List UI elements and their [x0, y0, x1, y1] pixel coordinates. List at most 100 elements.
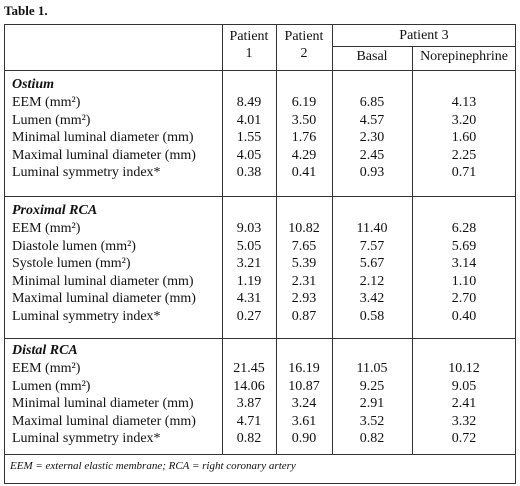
cell-value: 2.45: [359, 147, 385, 163]
rule: [276, 24, 277, 454]
row-label: EEM (mm²): [12, 361, 81, 376]
cell-value: 0.38: [236, 165, 262, 180]
column-header: Patient 2: [284, 29, 324, 61]
rule: [332, 46, 516, 47]
section-heading: Distal RCA: [12, 343, 78, 358]
rule: [4, 338, 516, 339]
cell-value: 5.67: [359, 256, 385, 271]
cell-value: 8.49: [236, 95, 262, 110]
row-label: EEM (mm²): [12, 221, 81, 236]
cell-value: 6.85: [359, 95, 385, 110]
cell-value: 11.40: [356, 221, 388, 236]
cell-value: 2.91: [359, 396, 385, 411]
cell-value: 4.31: [236, 291, 262, 306]
rule: [222, 24, 223, 454]
cell-value: 1.55: [236, 130, 262, 145]
column-header: Patient 3: [399, 28, 449, 43]
cell-value: 2.25: [451, 147, 477, 163]
cell-value: 2.93: [291, 291, 317, 306]
cell-value: 1.60: [451, 130, 477, 145]
cell-value: 3.42: [359, 291, 385, 306]
cell-value: 1.10: [451, 273, 477, 289]
cell-value: 0.58: [359, 308, 385, 324]
cell-value: 9.05: [451, 378, 477, 394]
cell-value: 2.30: [359, 130, 385, 145]
cell-value: 4.01: [236, 112, 262, 128]
cell-value: 4.05: [236, 147, 262, 163]
cell-value: 3.20: [451, 112, 477, 128]
row-label: Minimal luminal diameter (mm): [12, 396, 194, 411]
cell-value: 3.32: [451, 413, 477, 429]
cell-value: 0.82: [236, 431, 262, 446]
rule: [4, 70, 516, 71]
cell-value: 1.76: [291, 130, 317, 145]
cell-value: 5.05: [236, 238, 262, 254]
cell-value: 10.82: [288, 221, 320, 236]
column-header: Patient 1: [229, 29, 269, 61]
cell-value: 0.90: [291, 431, 317, 446]
subcolumn-header: Norepinephrine: [420, 49, 508, 64]
cell-value: 0.72: [451, 431, 477, 446]
cell-value: 3.21: [236, 256, 262, 271]
cell-value: 11.05: [356, 361, 388, 376]
cell-value: 7.65: [291, 238, 317, 254]
cell-value: 0.93: [359, 165, 385, 180]
row-label: Luminal symmetry index*: [12, 165, 161, 180]
cell-value: 0.40: [451, 308, 477, 324]
cell-value: 5.39: [291, 256, 317, 271]
cell-value: 10.12: [448, 361, 480, 376]
rule: [4, 196, 516, 197]
cell-value: 4.57: [359, 112, 385, 128]
rule: [332, 24, 333, 454]
cell-value: 5.69: [451, 238, 477, 254]
cell-value: 9.03: [236, 221, 262, 236]
row-label: EEM (mm²): [12, 95, 81, 110]
cell-value: 10.87: [288, 378, 320, 394]
row-label: Luminal symmetry index*: [12, 308, 161, 324]
cell-value: 2.31: [291, 273, 317, 289]
cell-value: 2.70: [451, 291, 477, 306]
cell-value: 3.50: [291, 112, 317, 128]
row-label: Minimal luminal diameter (mm): [12, 130, 194, 145]
cell-value: 14.06: [233, 378, 265, 394]
cell-value: 0.41: [291, 165, 317, 180]
cell-value: 2.41: [451, 396, 477, 411]
cell-value: 3.24: [291, 396, 317, 411]
cell-value: 2.12: [359, 273, 385, 289]
cell-value: 6.28: [451, 221, 477, 236]
cell-value: 4.29: [291, 147, 317, 163]
cell-value: 3.52: [359, 413, 385, 429]
row-label: Lumen (mm²): [12, 378, 91, 394]
row-label: Diastole lumen (mm²): [12, 238, 136, 254]
row-label: Maximal luminal diameter (mm): [12, 413, 196, 429]
row-label: Systole lumen (mm²): [12, 256, 131, 271]
cell-value: 1.19: [236, 273, 262, 289]
cell-value: 7.57: [359, 238, 385, 254]
cell-value: 3.87: [236, 396, 262, 411]
cell-value: 4.71: [236, 413, 262, 429]
cell-value: 6.19: [291, 95, 317, 110]
row-label: Maximal luminal diameter (mm): [12, 291, 196, 306]
table-title: Table 1.: [4, 3, 48, 18]
row-label: Lumen (mm²): [12, 112, 91, 128]
cell-value: 0.71: [451, 165, 477, 180]
row-label: Luminal symmetry index*: [12, 431, 161, 446]
rule: [412, 46, 413, 454]
table-frame: [4, 24, 516, 484]
cell-value: 0.87: [291, 308, 317, 324]
rule: [4, 454, 516, 455]
section-heading: Proximal RCA: [12, 203, 98, 218]
cell-value: 3.14: [451, 256, 477, 271]
cell-value: 4.13: [451, 95, 477, 110]
cell-value: 9.25: [359, 378, 385, 394]
section-heading: Ostium: [12, 77, 55, 92]
cell-value: 0.82: [359, 431, 385, 446]
footnote: EEM = external elastic membrane; RCA = r…: [10, 460, 296, 472]
subcolumn-header: Basal: [356, 49, 388, 64]
cell-value: 21.45: [233, 361, 265, 376]
cell-value: 3.61: [291, 413, 317, 429]
cell-value: 0.27: [236, 308, 262, 324]
cell-value: 16.19: [288, 361, 320, 376]
row-label: Minimal luminal diameter (mm): [12, 273, 194, 289]
